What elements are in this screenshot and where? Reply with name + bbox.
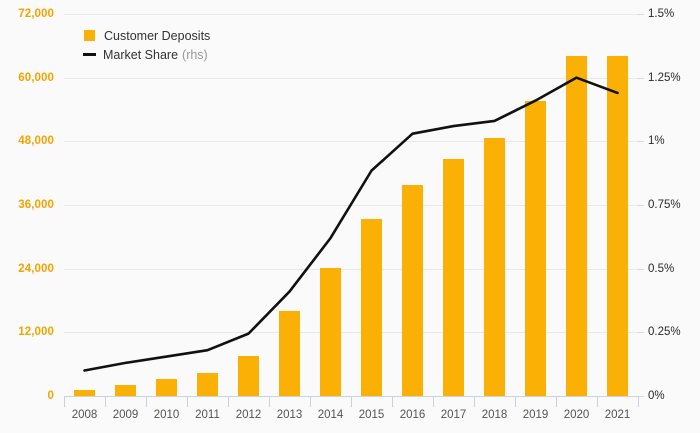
bar-2021[interactable] (606, 56, 629, 396)
legend-label-market-share: Market Share (103, 47, 179, 62)
y-axis-right-tickmark (638, 396, 644, 397)
legend-swatch-icon (84, 30, 95, 41)
y-axis-right-tick: 0.5% (648, 262, 675, 275)
bar-2010[interactable] (155, 378, 178, 396)
bar-2013[interactable] (278, 310, 301, 396)
gridline (64, 14, 638, 15)
x-axis-label-2017: 2017 (440, 409, 467, 421)
legend-item-customer-deposits[interactable]: Customer Deposits (84, 26, 210, 45)
legend-item-market-share[interactable]: Market Share (rhs) (83, 45, 210, 64)
y-axis-left-tick: 24,000 (18, 262, 54, 275)
x-axis-tickmark (556, 396, 557, 407)
x-axis-tickmark (187, 396, 188, 407)
y-axis-left-tick: 12,000 (18, 326, 54, 339)
x-axis-label-2010: 2010 (153, 409, 180, 421)
x-axis-tickmark (515, 396, 516, 407)
bar-2016[interactable] (401, 185, 424, 396)
bar-2017[interactable] (442, 158, 465, 396)
x-axis-label-2020: 2020 (563, 409, 590, 421)
y-axis-left-tick: 48,000 (18, 135, 54, 148)
legend-line-icon (83, 53, 96, 56)
bar-2014[interactable] (319, 267, 342, 396)
bar-2008[interactable] (73, 389, 96, 396)
y-axis-right-tick: 0% (648, 390, 665, 402)
x-axis-label-2021: 2021 (604, 409, 631, 421)
bar-2015[interactable] (360, 218, 383, 396)
gridline (64, 77, 638, 79)
bar-2009[interactable] (114, 384, 137, 396)
bar-2012[interactable] (237, 355, 260, 396)
gridline (64, 332, 638, 334)
bar-2020[interactable] (565, 56, 588, 396)
x-axis-label-2016: 2016 (399, 409, 426, 421)
y-axis-left-tick: 0 (47, 390, 54, 402)
x-axis-tickmark (597, 396, 598, 407)
x-axis-tickmark (474, 396, 475, 407)
y-axis-right-tick: 1% (648, 135, 665, 148)
y-axis-right-tick: 0.75% (648, 199, 681, 211)
x-axis-tickmark (433, 396, 434, 407)
y-axis-left-tick: 60,000 (18, 71, 54, 84)
y-axis-left-tick: 72,000 (18, 8, 54, 20)
x-axis-label-2008: 2008 (71, 409, 98, 421)
y-axis-right-tick: 1.25% (648, 71, 681, 84)
x-axis-label-2014: 2014 (317, 409, 344, 421)
legend-label-market-share-rhs: (rhs) (182, 47, 208, 62)
x-axis-tickmark (228, 396, 229, 407)
bar-2019[interactable] (524, 101, 547, 396)
y-axis-right-tickmark (638, 205, 644, 206)
gridline (64, 268, 638, 270)
x-axis-tickmark (310, 396, 311, 407)
gridline (64, 141, 638, 143)
legend-label-customer-deposits: Customer Deposits (104, 28, 211, 43)
line-path (83, 76, 619, 372)
x-axis-tickmark (105, 396, 106, 407)
x-axis-label-2009: 2009 (112, 409, 139, 421)
x-axis-tickmark (269, 396, 270, 407)
x-axis-label-2019: 2019 (522, 409, 549, 421)
x-axis-tickmark (64, 396, 65, 407)
y-axis-right-tick: 0.25% (648, 326, 681, 339)
chart-legend: Customer Deposits Market Share (rhs) (83, 26, 210, 64)
y-axis-right-tickmark (638, 332, 644, 334)
market-share-line (83, 76, 619, 372)
y-axis-left-tick: 36,000 (18, 199, 54, 211)
y-axis-right-tick: 1.5% (648, 8, 675, 20)
x-axis-label-2011: 2011 (195, 409, 220, 421)
x-axis-tickmark (638, 396, 639, 407)
x-axis-tickmark (351, 396, 352, 407)
bar-2011[interactable] (196, 373, 219, 396)
x-axis-tickmark (392, 396, 393, 407)
x-axis-label-2013: 2013 (276, 409, 303, 421)
plot-area (64, 14, 638, 397)
x-axis-tickmark (146, 396, 147, 407)
y-axis-right-tickmark (638, 14, 644, 15)
x-axis-label-2018: 2018 (481, 409, 508, 421)
bar-2018[interactable] (483, 138, 506, 396)
y-axis-right-tickmark (638, 141, 644, 143)
x-axis-label-2015: 2015 (358, 409, 385, 421)
y-axis-right-tickmark (638, 268, 644, 270)
y-axis-right-tickmark (638, 77, 644, 79)
x-axis-label-2012: 2012 (235, 409, 262, 421)
